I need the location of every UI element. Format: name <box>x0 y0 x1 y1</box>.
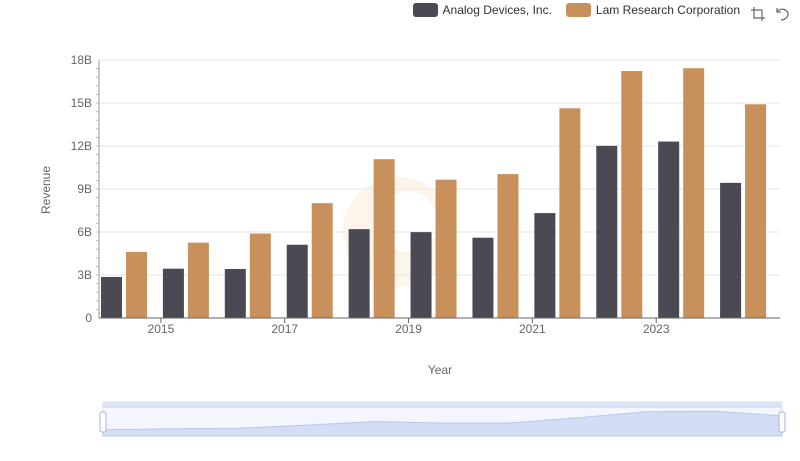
legend-swatch-lam-research <box>565 3 591 17</box>
bar-analog-devices[interactable] <box>596 145 618 318</box>
legend-swatch-analog-devices <box>412 3 438 17</box>
bar-lam-research[interactable] <box>311 203 333 318</box>
zoom-icon[interactable] <box>750 6 766 22</box>
bar-lam-research[interactable] <box>683 68 705 318</box>
x-axis-label: Year <box>428 363 452 377</box>
bar-lam-research[interactable] <box>745 104 767 318</box>
bar-analog-devices[interactable] <box>534 213 556 318</box>
y-tick-label: 0 <box>85 311 92 325</box>
data-zoom-slider[interactable] <box>99 401 786 437</box>
bar-analog-devices[interactable] <box>410 232 432 318</box>
bar-analog-devices[interactable] <box>162 268 184 318</box>
bar-analog-devices[interactable] <box>101 277 122 318</box>
bar-analog-devices[interactable] <box>348 229 370 318</box>
legend: Analog Devices, Inc. Lam Research Corpor… <box>412 3 740 17</box>
legend-item-lam-research[interactable]: Lam Research Corporation <box>565 3 740 17</box>
bar-lam-research[interactable] <box>435 179 457 318</box>
legend-item-analog-devices[interactable]: Analog Devices, Inc. <box>412 3 552 17</box>
y-tick-label: 9B <box>77 182 92 196</box>
data-zoom-preview <box>102 410 783 437</box>
y-axis: 0 3B 6B 9B 12B 15B 18B <box>71 53 100 325</box>
data-zoom-handle-left[interactable] <box>99 411 107 433</box>
bar-lam-research[interactable] <box>187 242 209 318</box>
bar-lam-research[interactable] <box>621 71 643 318</box>
x-tick-label: 2021 <box>519 322 546 336</box>
data-zoom-handle-right[interactable] <box>778 411 786 433</box>
y-tick-label: 6B <box>77 225 92 239</box>
bar-analog-devices[interactable] <box>286 244 308 318</box>
toolbox <box>750 6 790 22</box>
x-axis: 2015 2017 2019 2021 2023 <box>99 317 780 336</box>
bar-analog-devices[interactable] <box>658 141 680 318</box>
bars <box>101 68 767 318</box>
y-tick-label: 15B <box>71 96 92 110</box>
x-tick-label: 2019 <box>395 322 422 336</box>
legend-label-lam-research: Lam Research Corporation <box>595 3 740 17</box>
y-tick-label: 18B <box>71 53 92 67</box>
x-tick-label: 2017 <box>271 322 298 336</box>
y-axis-label: Revenue <box>39 166 53 214</box>
data-zoom-top-bar <box>103 402 782 408</box>
bar-lam-research[interactable] <box>497 174 519 318</box>
bar-lam-research[interactable] <box>126 251 147 318</box>
restore-icon[interactable] <box>774 6 790 22</box>
bar-analog-devices[interactable] <box>472 237 494 318</box>
x-tick-label: 2023 <box>643 322 670 336</box>
legend-label-analog-devices: Analog Devices, Inc. <box>442 3 552 17</box>
bar-lam-research[interactable] <box>559 108 581 318</box>
bar-analog-devices[interactable] <box>224 268 246 318</box>
y-tick-label: 3B <box>77 268 92 282</box>
bar-lam-research[interactable] <box>373 159 395 318</box>
x-tick-label: 2015 <box>148 322 175 336</box>
y-tick-label: 12B <box>71 139 92 153</box>
bar-analog-devices[interactable] <box>720 182 742 318</box>
bar-lam-research[interactable] <box>249 233 271 318</box>
